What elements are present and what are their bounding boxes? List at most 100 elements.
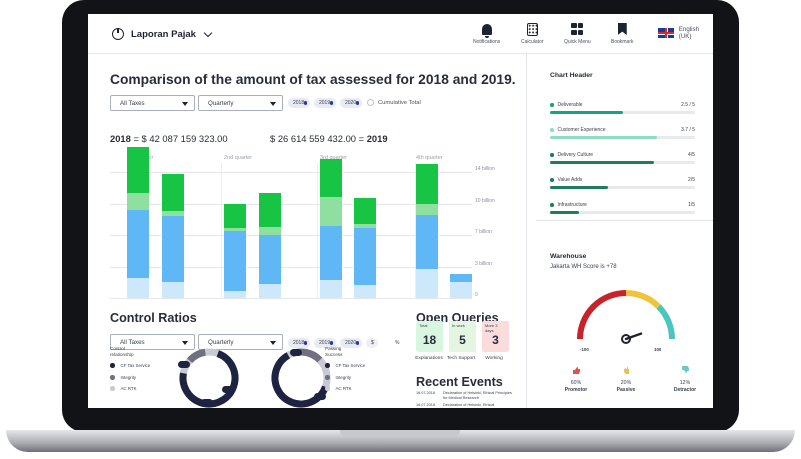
- ratios-period-select[interactable]: Quarterly: [198, 334, 283, 350]
- laptop-base: [6, 430, 795, 452]
- chip-2019[interactable]: 2019: [314, 338, 336, 348]
- nav-quick-menu[interactable]: Quick Menu: [564, 22, 591, 45]
- legend-label: Integrity: [120, 375, 137, 380]
- chip-currency[interactable]: $: [366, 338, 378, 348]
- metric-progress: [550, 161, 695, 164]
- gauge-arc-teal: [656, 304, 675, 340]
- caret-down-icon: [270, 341, 276, 345]
- chip-label: 2020: [345, 100, 357, 106]
- recent-events-title: Recent Events: [416, 375, 503, 389]
- nav-calculator[interactable]: Calculator: [521, 22, 544, 45]
- bar-segment: [416, 269, 438, 298]
- sentiment-detractor: 12% Detractor: [665, 380, 705, 394]
- cumulative-label: Cumulative Total: [378, 99, 421, 106]
- nav-label: Bookmark: [611, 39, 634, 45]
- bar-segment: [127, 278, 149, 298]
- gridline: [110, 266, 472, 268]
- bar[interactable]: [416, 163, 438, 298]
- gauge-arc-yellow: [625, 290, 661, 309]
- sentiment-label: Detractor: [673, 387, 697, 393]
- bookmark-icon: [617, 23, 627, 35]
- total-value: = $ 42 087 159 323.00: [133, 133, 228, 144]
- metric-dot: [550, 153, 554, 157]
- donut-segment: [179, 348, 239, 408]
- chip-2020[interactable]: 2020: [340, 338, 362, 348]
- donut-badge: [178, 361, 190, 368]
- bar-segment: [320, 226, 342, 280]
- nps-gauge: [577, 290, 675, 344]
- gauge-arc-red: [577, 290, 627, 340]
- metric-value: 1/5: [688, 202, 695, 208]
- nav-label: Quick Menu: [564, 39, 591, 45]
- chip-2020[interactable]: 2020: [340, 98, 362, 108]
- bar[interactable]: [127, 146, 149, 298]
- bar-segment: [224, 290, 246, 298]
- bar-segment: [354, 224, 376, 228]
- sentiment-passive: 20% Passive: [606, 380, 646, 394]
- y-tick-label: 7 billion: [475, 229, 492, 235]
- legend-label: CF Tax Service: [120, 363, 151, 368]
- quarter-label: 3rd quarter: [320, 155, 347, 161]
- metric-name: Infrastructure: [557, 202, 587, 208]
- nav-notifications[interactable]: Notifications: [473, 22, 500, 45]
- metric-name: Customer Experience: [557, 127, 606, 133]
- chip-2018[interactable]: 2018: [288, 338, 310, 348]
- chip-percent[interactable]: %: [390, 338, 404, 348]
- cumulative-toggle[interactable]: Cumulative Total: [367, 99, 421, 106]
- nav-bookmark[interactable]: Bookmark: [611, 22, 634, 45]
- bar-segment: [162, 281, 184, 298]
- chip-2018[interactable]: 2018: [288, 98, 310, 108]
- bar[interactable]: [259, 192, 281, 298]
- legend-item: AC RTK: [325, 386, 352, 391]
- language-selector[interactable]: English (UK): [658, 26, 713, 40]
- total-value: $ 26 614 559 432.00 =: [270, 133, 365, 144]
- legend-item: Integrity: [110, 375, 136, 380]
- event-text[interactable]: Declaration of Helsinki, Ethical Princip…: [443, 391, 512, 400]
- dot-icon: [355, 101, 359, 105]
- tax-filter-select[interactable]: All Taxes: [110, 95, 195, 111]
- period-filter-select[interactable]: Quarterly: [198, 95, 283, 111]
- calculator-icon: [526, 22, 538, 36]
- chip-2019[interactable]: 2019: [314, 98, 336, 108]
- gridline: [110, 298, 472, 299]
- sentiment-label: Passive: [616, 387, 636, 393]
- legend-item: CF Tax Service: [325, 363, 365, 368]
- bar-segment: [259, 226, 281, 235]
- bar[interactable]: [354, 198, 376, 298]
- event-text[interactable]: Declaration of Helsinki, Ethical: [443, 403, 495, 407]
- app-switcher[interactable]: Laporan Pajak: [112, 28, 213, 40]
- query-box-overdue[interactable]: More 3 days 3: [482, 321, 509, 352]
- nav-label: Calculator: [521, 39, 544, 45]
- bar-segment: [127, 192, 149, 210]
- sentiment-pct: 20%: [620, 380, 632, 386]
- bar[interactable]: [162, 173, 184, 298]
- sentiment-pct: 60%: [570, 380, 582, 386]
- uk-flag-icon: [658, 28, 674, 38]
- query-box-in-work[interactable]: In work 5: [449, 321, 476, 352]
- thumbs-down-icon: [681, 361, 689, 373]
- bar-segment: [127, 146, 149, 193]
- gauge-max: 100: [654, 347, 662, 352]
- quarter-separator: [221, 163, 222, 299]
- total-2019: $ 26 614 559 432.00 = 2019: [270, 133, 388, 144]
- event-date: 16.07.2018: [416, 403, 436, 407]
- legend-dot: [325, 386, 330, 391]
- chip-label: 2020: [345, 340, 357, 346]
- gauge-min: -100: [580, 347, 589, 352]
- warehouse-title: Warehouse: [550, 253, 587, 260]
- bar[interactable]: [224, 204, 246, 298]
- query-box-total[interactable]: Total 18: [416, 321, 443, 352]
- metric-fill: [550, 111, 623, 114]
- gridline: [110, 203, 472, 205]
- bar[interactable]: [450, 273, 472, 298]
- bar[interactable]: [320, 158, 342, 298]
- grid-icon: [571, 23, 584, 35]
- ratios-tax-select[interactable]: All Taxes: [110, 334, 195, 350]
- metric-progress: [550, 111, 695, 114]
- radio-icon: [367, 99, 374, 106]
- metric-dot: [550, 178, 554, 182]
- pie-chart-icon: [112, 28, 124, 40]
- metric-label: Infrastructure: [550, 202, 587, 208]
- bar-segment: [320, 197, 342, 226]
- bar-segment: [259, 283, 281, 298]
